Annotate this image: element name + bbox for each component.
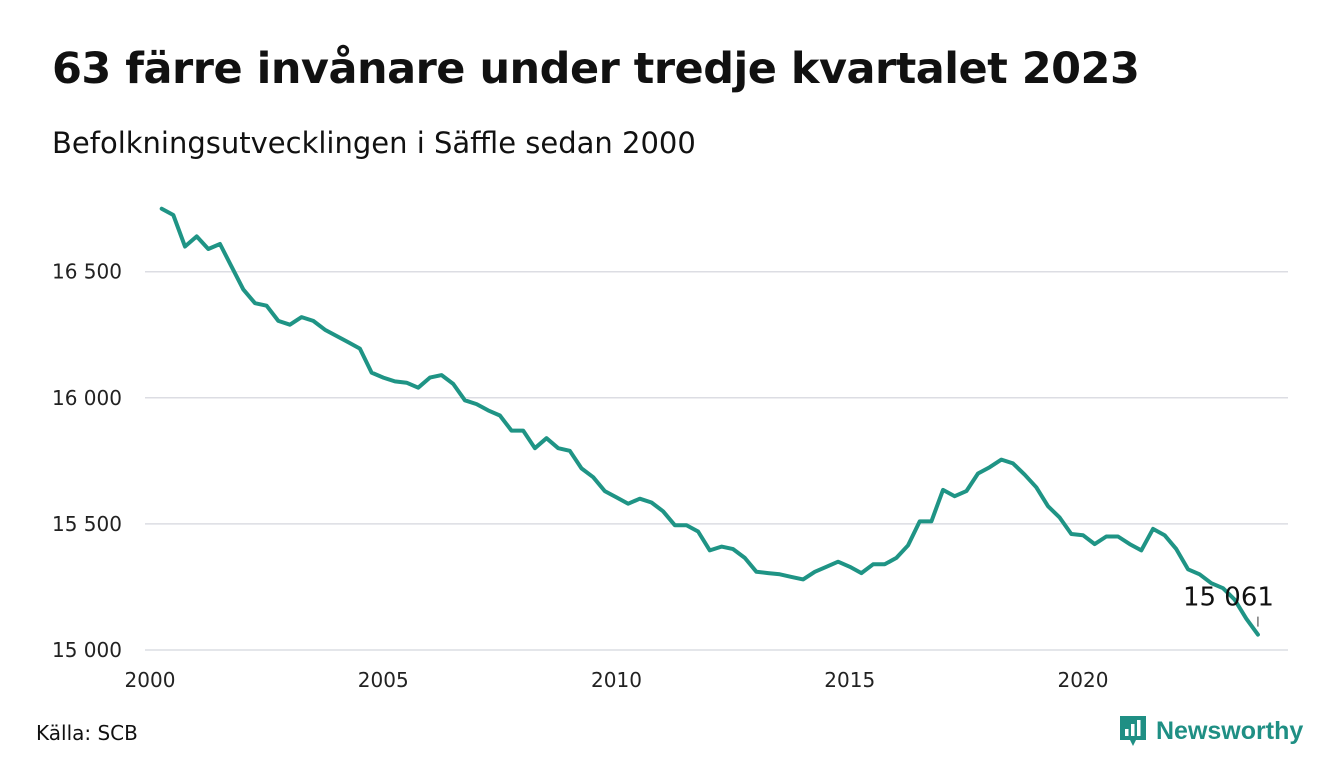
y-tick-label: 16 000: [52, 386, 122, 410]
line-chart: 15 000 15 500 16 000 16 500 2000 2005 2010 2015…: [52, 206, 1288, 692]
y-tick-label: 16 500: [52, 260, 122, 284]
chart-title: 63 färre invånare under tredje kvartalet…: [52, 44, 1140, 94]
x-tick-label: 2015: [824, 668, 875, 692]
y-tick-label: 15 000: [52, 638, 122, 662]
end-value-label: 15 061: [1183, 583, 1274, 613]
x-tick-label: 2005: [358, 668, 409, 692]
x-tick-label: 2010: [591, 668, 642, 692]
source-note: Källa: SCB: [36, 721, 138, 745]
newsworthy-logo: Newsworthy: [1118, 714, 1303, 748]
chart-subtitle: Befolkningsutvecklingen i Säffle sedan 2…: [52, 126, 696, 160]
x-tick-label: 2020: [1058, 668, 1109, 692]
y-tick-label: 15 500: [52, 512, 122, 536]
series-line: [159, 206, 1260, 637]
brand-name: Newsworthy: [1156, 716, 1304, 745]
bar-chart-bubble-icon: [1120, 716, 1146, 746]
x-tick-label: 2000: [125, 668, 176, 692]
